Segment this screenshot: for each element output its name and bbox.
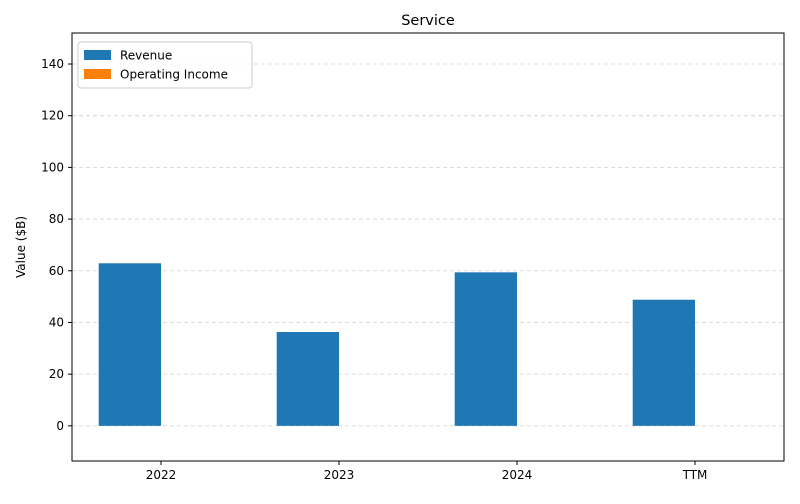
y-axis-label: Value ($B) <box>14 216 28 278</box>
x-axis-ticks: 2022 2023 2024 TTM <box>146 461 708 482</box>
legend-entry: Revenue <box>120 49 172 63</box>
y-tick-label: 0 <box>56 419 64 433</box>
legend-swatch <box>84 50 111 60</box>
y-tick-label: 60 <box>49 264 64 278</box>
bar-revenue <box>99 263 161 426</box>
x-tick-label: 2023 <box>324 468 355 482</box>
x-tick-label: 2024 <box>502 468 533 482</box>
bar-revenue <box>633 300 695 426</box>
y-tick-label: 20 <box>49 367 64 381</box>
y-tick-label: 120 <box>41 109 64 123</box>
legend: Revenue Operating Income <box>78 42 252 88</box>
bar-revenue <box>277 332 339 426</box>
y-tick-label: 100 <box>41 160 64 174</box>
y-tick-label: 80 <box>49 212 64 226</box>
y-axis-ticks: 0 20 40 60 80 100 120 140 <box>41 57 72 433</box>
y-tick-label: 140 <box>41 57 64 71</box>
x-tick-label: 2022 <box>146 468 177 482</box>
y-tick-label: 40 <box>49 315 64 329</box>
bar-revenue <box>455 272 517 426</box>
legend-swatch <box>84 69 111 79</box>
legend-entry: Operating Income <box>120 68 228 82</box>
bars <box>99 263 758 426</box>
x-tick-label: TTM <box>682 468 708 482</box>
chart-title: Service <box>401 13 455 29</box>
